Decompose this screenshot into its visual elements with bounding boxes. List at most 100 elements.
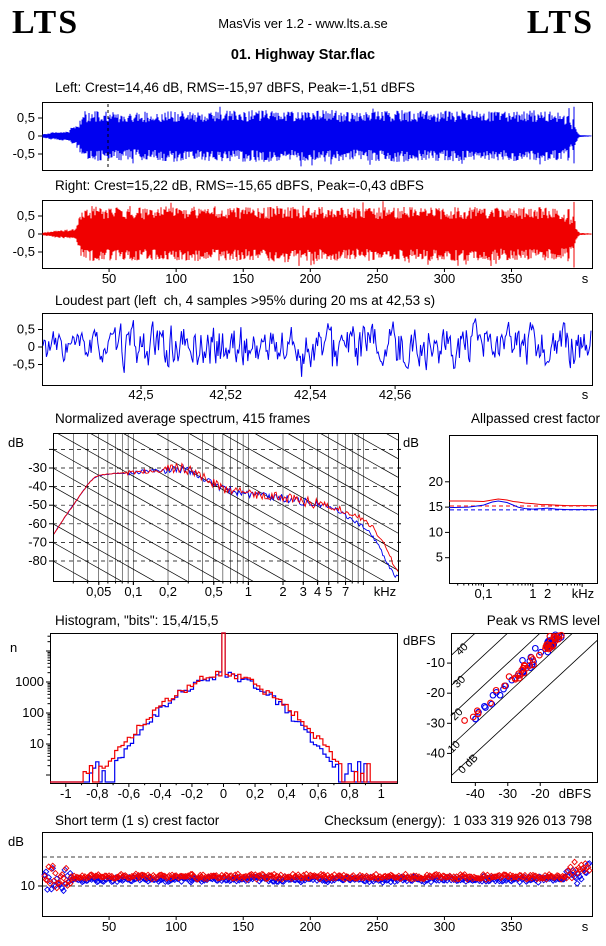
plot-frame xyxy=(449,435,598,584)
axis-label: 1 xyxy=(529,586,536,601)
lts-logo-right: LTS xyxy=(526,4,594,41)
axis-label: 10 xyxy=(30,736,44,751)
axis-label: -0,5 xyxy=(13,244,35,259)
axis-label: 50 xyxy=(102,919,116,934)
axis-label: dB xyxy=(8,435,24,450)
spectrum-series xyxy=(53,462,398,579)
histogram-plot: 1000 100 10 -1 -0,8 -0,6 -0,4 -0,2 0 0,2 0,4 0,6 0,8… xyxy=(10,632,398,801)
axis-label: 100 xyxy=(22,705,44,720)
allpassed-curve-left xyxy=(448,500,597,511)
axis-label: -50 xyxy=(28,497,47,512)
axis-label: -80 xyxy=(28,553,47,568)
axis-label: dB xyxy=(8,834,24,849)
axis-label: dBFS xyxy=(559,786,592,801)
allpassed-plot: 20 15 10 5 0,1 1 2 kHz xyxy=(429,435,598,601)
plot-frame xyxy=(451,633,598,783)
axis-label: 42,56 xyxy=(379,387,412,402)
axis-label: 350 xyxy=(501,271,523,286)
peak-rms-title: Peak vs RMS level xyxy=(486,613,600,628)
axis-label: 0,5 xyxy=(17,208,35,223)
spectrum-curve-left xyxy=(53,464,398,579)
short-term-title: Short term (1 s) crest factor xyxy=(55,813,220,828)
axis-label: 50 xyxy=(102,271,116,286)
axis-label: dBFS xyxy=(403,633,436,648)
axis-label: -30 xyxy=(426,715,445,730)
axis-label: 0,4 xyxy=(278,786,296,801)
axis-label: -30 xyxy=(28,460,47,475)
axis-label: -0,8 xyxy=(86,786,108,801)
axis-label: 200 xyxy=(299,271,321,286)
axis-label: -20 xyxy=(426,685,445,700)
axis-label: 10 xyxy=(21,878,35,893)
spectrum-plot: 0,05 0,1 0,2 0,5 1 2 3 4 5 7 kHz -30 -40 -50 -60 -70 -80… xyxy=(8,433,419,599)
axis-label: -40 xyxy=(426,745,445,760)
track-title: 01. Highway Star.flac xyxy=(230,47,376,63)
axis-label: s xyxy=(582,271,589,286)
axis-label: 1000 xyxy=(15,674,44,689)
axis-label: 0 dB xyxy=(456,752,480,776)
wave_right-plot: 0,5 0 -0,5 50 100 150 200 250 300 350 s xyxy=(13,200,593,286)
spectrum-title: Normalized average spectrum, 415 frames xyxy=(55,411,311,426)
axis-label: 0 xyxy=(28,226,35,241)
axis-label: 250 xyxy=(367,271,389,286)
axis-label: -40 xyxy=(466,786,485,801)
axis-label: -10 xyxy=(426,655,445,670)
histogram-title: Histogram, "bits": 15,4/15,5 xyxy=(55,613,219,628)
short-term-plot: 10 dB 50 100 150 200 250 300 350 s xyxy=(8,832,593,934)
wave_right-waveform xyxy=(42,201,592,268)
axis-label: -1 xyxy=(60,786,72,801)
axis-label: 0,2 xyxy=(246,786,264,801)
plot-frame xyxy=(53,433,399,582)
axis-label: -70 xyxy=(28,534,47,549)
axis-label: kHz xyxy=(374,584,396,599)
axis-label: 0 xyxy=(28,128,35,143)
axis-label: 10 xyxy=(429,524,443,539)
axis-label: 5 xyxy=(436,550,443,565)
axis-label: 42,52 xyxy=(209,387,242,402)
axis-label: s xyxy=(582,919,589,934)
axis-label: -0,5 xyxy=(13,357,35,372)
loudest-plot: 0,5 0 -0,5 42,5 42,52 42,54 42,56 s xyxy=(13,313,593,402)
axis-label: -30 xyxy=(498,786,517,801)
axis-label: 40 xyxy=(454,641,471,658)
axis-label: 42,54 xyxy=(294,387,327,402)
axis-label: 2 xyxy=(279,584,286,599)
short-term-points-right xyxy=(41,858,593,892)
axis-label: 30 xyxy=(451,674,468,691)
allpassed-curve-right xyxy=(449,498,597,507)
plot-frame xyxy=(42,313,593,386)
spectrum-curve-right xyxy=(53,462,398,572)
axis-label: 0,05 xyxy=(86,584,111,599)
axis-label: s xyxy=(582,387,589,402)
peak-rms-diagonals xyxy=(451,633,597,777)
histogram-curve-left xyxy=(50,632,397,783)
axis-label: 4 xyxy=(314,584,321,599)
loudest-waveform xyxy=(42,318,592,377)
axis-label: 15 xyxy=(429,499,443,514)
checksum-label: Checksum (energy): 1 033 319 926 013 798 xyxy=(324,813,592,828)
axis-label: 42,5 xyxy=(128,387,153,402)
axis-label: -40 xyxy=(28,479,47,494)
axis-label: -0,2 xyxy=(181,786,203,801)
axis-label: 20 xyxy=(448,706,465,723)
axis-label: 7 xyxy=(342,584,349,599)
histogram-curve-right xyxy=(50,632,397,783)
axis-label: 1 xyxy=(245,584,252,599)
axis-label: -20 xyxy=(531,786,550,801)
allpassed-title: Allpassed crest factor xyxy=(470,411,600,426)
axis-label: 0,5 xyxy=(205,584,223,599)
axis-label: 200 xyxy=(299,919,321,934)
axis-label: 0,2 xyxy=(159,584,177,599)
app-version-line: MasVis ver 1.2 - www.lts.a.se xyxy=(218,16,388,31)
axis-label: 5 xyxy=(325,584,332,599)
axis-label: 150 xyxy=(232,919,254,934)
axis-label: 1 xyxy=(378,786,385,801)
axis-label: 300 xyxy=(434,919,456,934)
wave_left-waveform xyxy=(42,106,592,167)
axis-label: 0,5 xyxy=(17,322,35,337)
axis-label: 250 xyxy=(367,919,389,934)
axis-label: 0,1 xyxy=(124,584,142,599)
